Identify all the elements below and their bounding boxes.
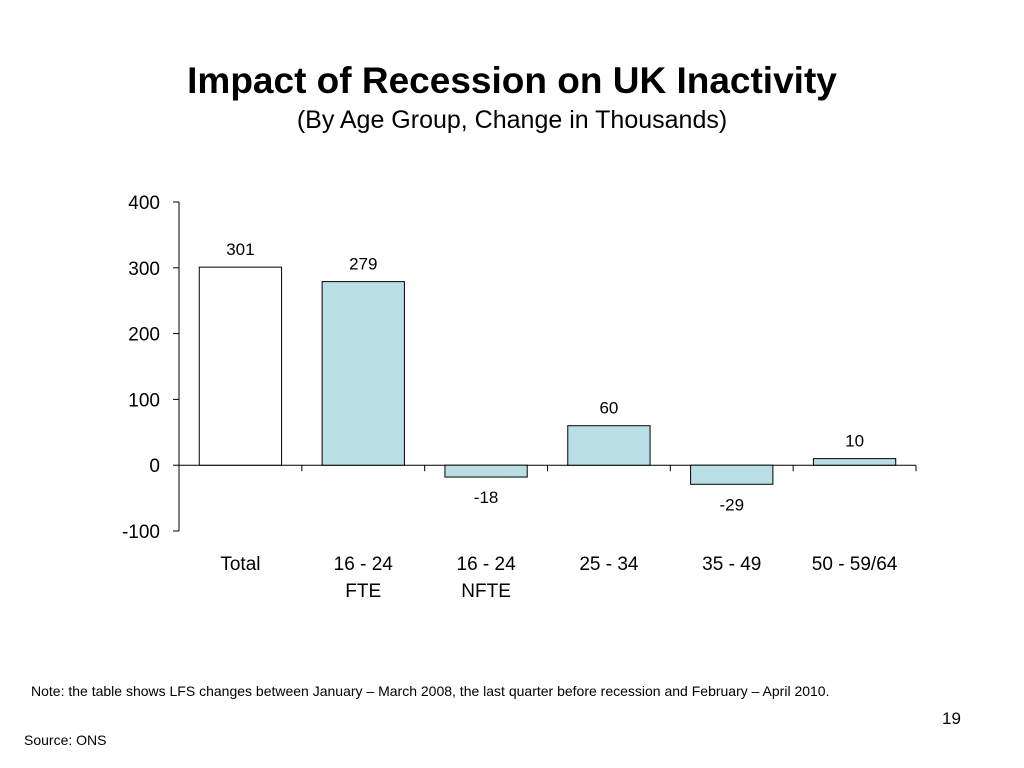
y-tick-label: -100 <box>122 522 160 543</box>
chart-title: Impact of Recession on UK Inactivity <box>187 60 837 101</box>
data-label: -29 <box>719 495 744 514</box>
data-label: 10 <box>845 432 864 451</box>
y-tick-label: 100 <box>128 390 160 411</box>
bar <box>812 458 897 466</box>
page-number: 19 <box>942 709 961 728</box>
bar <box>198 266 283 466</box>
bar <box>567 425 651 466</box>
chart-subtitle: (By Age Group, Change in Thousands) <box>296 106 728 134</box>
bar <box>444 464 528 478</box>
bar-chart: -100 0 100 200 300 400 301 Total 279 16 - 24 FTE -1… <box>122 193 917 602</box>
category-label: NFTE <box>461 581 511 602</box>
data-label: 60 <box>599 399 618 418</box>
category-label: FTE <box>345 581 381 602</box>
y-tick-label: 0 <box>149 456 160 477</box>
category-label: Total <box>220 554 260 575</box>
y-tick-label: 400 <box>128 193 160 214</box>
data-label: 301 <box>226 240 254 259</box>
bar <box>690 464 774 485</box>
y-tick-label: 300 <box>128 259 160 280</box>
category-label: 50 - 59/64 <box>812 554 898 575</box>
footnote: Note: the table shows LFS changes betwee… <box>31 683 830 699</box>
category-label: 16 - 24 <box>457 554 517 575</box>
category-label: 25 - 34 <box>579 554 639 575</box>
bar <box>321 281 405 466</box>
y-tick-label: 200 <box>128 325 160 346</box>
category-label: 16 - 24 <box>334 554 394 575</box>
data-label: -18 <box>474 488 499 507</box>
source-note: Source: ONS <box>24 732 107 748</box>
data-label: 279 <box>349 255 377 274</box>
category-label: 35 - 49 <box>702 554 761 575</box>
